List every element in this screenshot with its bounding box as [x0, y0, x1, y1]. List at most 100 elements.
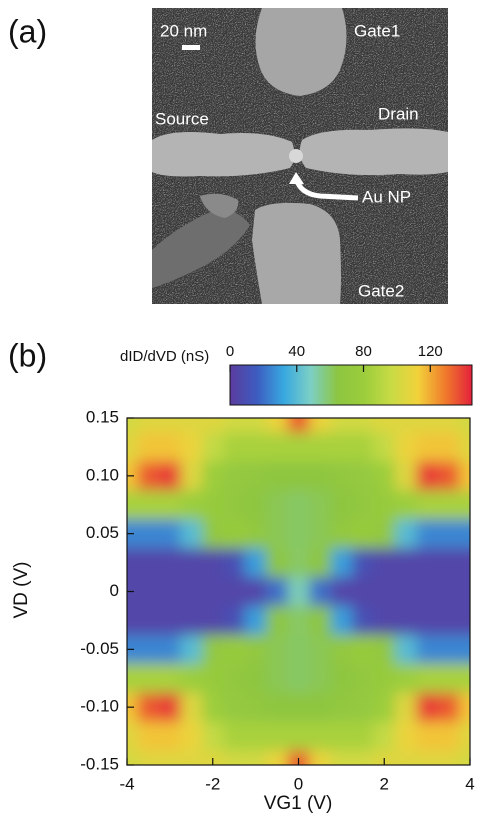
x-axis-label: VG1 (V)	[264, 793, 333, 814]
heat-cell	[416, 461, 438, 490]
heat-cell	[181, 384, 203, 433]
nanoparticle-label: Au NP	[362, 187, 411, 206]
heat-cell	[309, 519, 331, 548]
y-tick-label: 0.10	[86, 465, 119, 484]
heat-cell	[181, 490, 203, 519]
heat-cell	[181, 722, 203, 751]
source-label: Source	[155, 109, 209, 128]
heat-cell	[416, 519, 438, 548]
heat-cell	[96, 432, 138, 461]
colorbar-label: dID/dVD (nS)	[120, 348, 209, 365]
heat-cell	[223, 519, 245, 548]
heat-cell	[266, 606, 288, 635]
heat-cell	[331, 635, 353, 664]
heat-cell	[138, 432, 160, 461]
heat-cell	[159, 519, 181, 548]
heat-cell	[416, 577, 438, 606]
heat-cell	[181, 664, 203, 693]
heat-cell	[395, 664, 417, 693]
heat-cell	[202, 606, 224, 635]
heat-cell	[223, 461, 245, 490]
y-tick-label: 0.15	[86, 407, 119, 426]
heat-cell	[352, 606, 374, 635]
x-tick-label: -4	[119, 774, 134, 793]
heat-cell	[288, 461, 310, 490]
y-tick-label: -0.15	[80, 754, 119, 773]
heat-cell	[438, 751, 460, 800]
heat-cell	[202, 722, 224, 751]
heat-cell	[416, 635, 438, 664]
heat-cell	[352, 461, 374, 490]
heat-cell	[202, 548, 224, 577]
heat-cell	[288, 490, 310, 519]
gate1-label: Gate1	[354, 21, 400, 40]
drain-label: Drain	[378, 104, 419, 123]
heat-cell	[352, 751, 374, 800]
heat-cell	[181, 432, 203, 461]
scale-bar-label: 20 nm	[160, 21, 207, 40]
heatmap	[96, 384, 481, 800]
heat-cell	[309, 606, 331, 635]
heat-cell	[96, 548, 138, 577]
heat-cell	[288, 577, 310, 606]
heat-cell	[374, 432, 396, 461]
heat-cell	[438, 461, 460, 490]
heat-cell	[374, 606, 396, 635]
heat-cell	[395, 693, 417, 722]
heat-cell	[138, 461, 160, 490]
heat-cell	[202, 432, 224, 461]
heat-cell	[309, 432, 331, 461]
heat-cell	[416, 751, 438, 800]
colorbar-tick-label: 40	[288, 343, 305, 360]
heat-cell	[288, 606, 310, 635]
heat-cell	[374, 519, 396, 548]
heat-cell	[374, 635, 396, 664]
heat-cell	[331, 461, 353, 490]
heat-cell	[395, 432, 417, 461]
heat-cell	[181, 751, 203, 800]
heat-cell	[181, 519, 203, 548]
heat-cell	[159, 606, 181, 635]
y-tick-label: 0.05	[86, 523, 119, 542]
heat-cell	[245, 461, 267, 490]
heat-cell	[181, 461, 203, 490]
heat-cell	[181, 606, 203, 635]
heat-cell	[159, 693, 181, 722]
heat-cell	[331, 693, 353, 722]
heat-cell	[331, 519, 353, 548]
heat-cell	[159, 664, 181, 693]
heat-cell	[309, 461, 331, 490]
heat-cell	[245, 722, 267, 751]
heat-cell	[331, 606, 353, 635]
heat-cell	[331, 751, 353, 800]
heat-cell	[159, 384, 181, 433]
heat-cell	[438, 490, 460, 519]
heat-cell	[331, 577, 353, 606]
heat-cell	[266, 635, 288, 664]
heat-cell	[438, 722, 460, 751]
page: (a) 20 nm Gate1 Source Drain Au NP Gate2…	[0, 0, 481, 816]
heat-cell	[138, 693, 160, 722]
heat-cell	[331, 548, 353, 577]
heat-cell	[309, 490, 331, 519]
heat-cell	[245, 635, 267, 664]
heat-cell	[352, 693, 374, 722]
heat-cell	[138, 722, 160, 751]
heat-cell	[309, 635, 331, 664]
figure: (a) 20 nm Gate1 Source Drain Au NP Gate2…	[0, 0, 481, 816]
heat-cell	[266, 519, 288, 548]
heat-cell	[223, 432, 245, 461]
heat-cell	[202, 519, 224, 548]
heat-cell	[266, 432, 288, 461]
heat-cell	[202, 490, 224, 519]
heat-cell	[438, 693, 460, 722]
sem-image	[152, 8, 448, 304]
heat-cell	[159, 490, 181, 519]
heat-cell	[416, 548, 438, 577]
heat-cell	[352, 577, 374, 606]
heat-cell	[181, 577, 203, 606]
panel-label: (b)	[8, 337, 47, 373]
heat-cell	[352, 519, 374, 548]
heat-cell	[266, 548, 288, 577]
x-tick-label: -2	[205, 774, 220, 793]
